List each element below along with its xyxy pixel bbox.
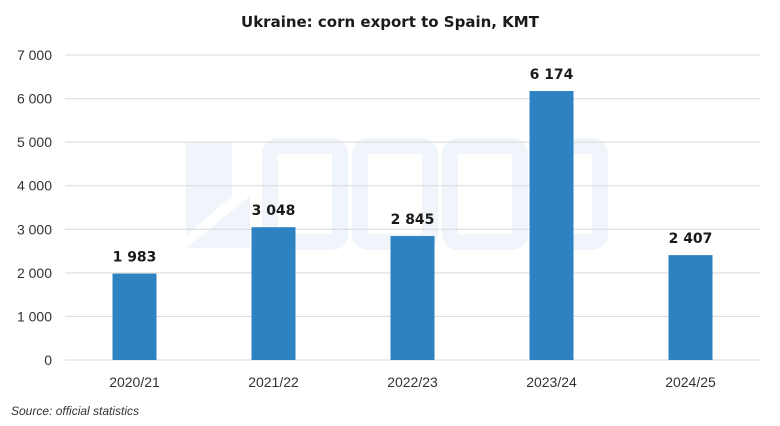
bar-2024-25: [668, 255, 713, 360]
y-tick-label: 4 000: [17, 178, 52, 194]
data-label: 1 983: [113, 250, 157, 266]
chart-title: Ukraine: corn export to Spain, KMT: [241, 13, 540, 31]
y-axis-ticks: 0 1 000 2 000 3 000 4 000 5 000 6 000 7 000: [17, 47, 52, 368]
y-tick-label: 1 000: [17, 308, 52, 324]
x-tick-label: 2024/25: [665, 374, 716, 390]
bar-2022-23: [390, 236, 435, 360]
y-tick-label: 6 000: [17, 91, 52, 107]
x-tick-label: 2022/23: [387, 374, 438, 390]
x-tick-label: 2023/24: [526, 374, 577, 390]
bars: [112, 90, 713, 361]
source-note: Source: official statistics: [11, 404, 140, 418]
x-tick-label: 2020/21: [109, 374, 160, 390]
bar-2023-24: [529, 90, 574, 361]
data-label: 3 048: [252, 203, 296, 219]
y-tick-label: 0: [44, 352, 52, 368]
data-labels: 1 983 3 048 2 845 6 174 2 407: [113, 67, 713, 266]
x-axis-ticks: 2020/21 2021/22 2022/23 2023/24 2024/25: [109, 374, 716, 390]
data-label: 2 845: [391, 212, 435, 228]
data-label: 2 407: [669, 231, 713, 247]
y-tick-label: 3 000: [17, 221, 52, 237]
x-tick-label: 2021/22: [248, 374, 299, 390]
bar-2021-22: [251, 227, 296, 360]
y-tick-label: 7 000: [17, 47, 52, 63]
y-tick-label: 5 000: [17, 134, 52, 150]
bar-2020-21: [112, 273, 157, 360]
y-tick-label: 2 000: [17, 265, 52, 281]
data-label: 6 174: [530, 67, 574, 83]
